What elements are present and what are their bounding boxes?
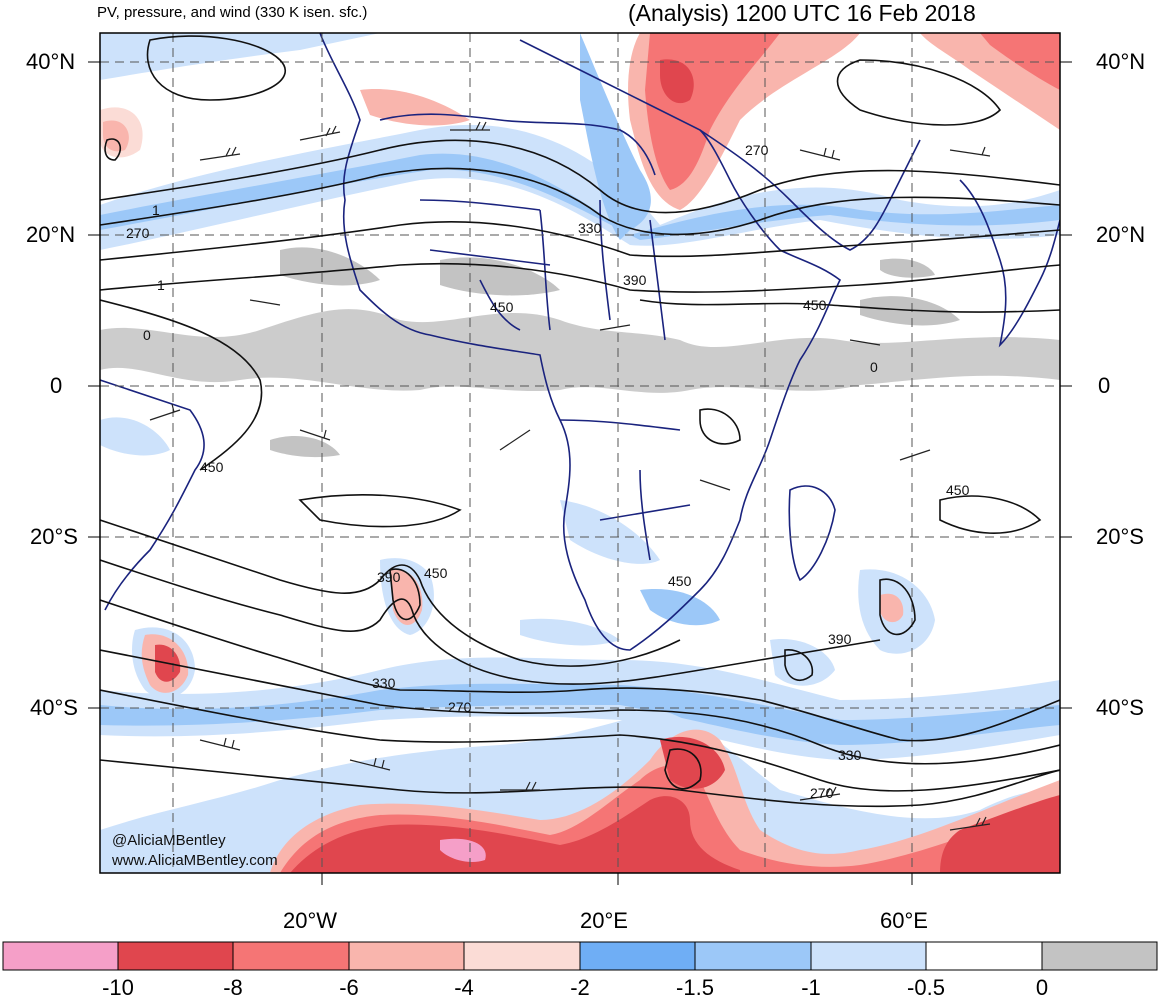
colorbar-label: -0.5 [907,975,945,1000]
contour-label: 1 [152,202,160,218]
lat-label-right: 0 [1098,373,1111,398]
contour-label: 0 [143,327,151,343]
colorbar-swatch [348,941,465,971]
colorbar-label: -1 [801,975,821,1000]
contour-label: 330 [838,747,862,763]
wind-barbs [149,121,991,831]
coastlines [100,33,1060,651]
contour-label: 390 [828,631,852,647]
lat-label-left: 20°N [26,222,76,247]
colorbar-swatch [117,941,234,971]
colorbar-swatch [463,941,581,971]
credit-handle: @AliciaMBentley [112,832,226,849]
grid-lines [100,33,1060,873]
contour-label-group: 270 330 390 450 270 1 1 0 450 450 450 39… [126,142,970,801]
colorbar-label: 0 [1035,975,1049,1000]
contour-label: 450 [946,482,970,498]
contour-label: 450 [490,299,514,315]
lon-label: 20°E [580,908,628,933]
contour-label: 0 [870,359,878,375]
lat-label-right: 40°N [1096,49,1146,74]
colorbar-label: -1.5 [676,975,714,1000]
contour-label: 270 [448,699,472,715]
contour-label: 1 [157,277,165,293]
contour-label: 270 [745,142,769,158]
lat-label-left: 0 [50,373,63,398]
colorbar-swatch [1041,941,1158,971]
pressure-contours [100,35,1060,808]
colorbar-swatch [694,941,812,971]
colorbar-swatch [810,941,927,971]
lon-label: 20°W [283,908,338,933]
colorbar-label: -10 [102,975,134,1000]
colorbar-swatch [232,941,350,971]
colorbar-label: -8 [223,975,243,1000]
contour-label: 330 [372,675,396,691]
contour-label: 390 [623,272,647,288]
contour-label: 330 [578,220,602,236]
lat-label-left: 40°S [30,695,78,720]
map-frame [99,32,1061,874]
figure-subtitle: PV, pressure, and wind (330 K isen. sfc.… [97,4,368,21]
contour-label: 450 [200,459,224,475]
lat-label-right: 40°S [1096,695,1144,720]
pv-shading [100,33,1060,873]
credit-url: www.AliciaMBentley.com [112,852,278,869]
contour-label: 450 [668,573,692,589]
lat-label-right: 20°S [1096,524,1144,549]
axis-ticks [88,61,1072,885]
colorbar [2,941,1158,971]
lat-label-left: 40°N [26,49,76,74]
lat-label-right: 20°N [1096,222,1146,247]
figure-title: (Analysis) 1200 UTC 16 Feb 2018 [628,0,976,26]
contour-label: 270 [126,225,150,241]
colorbar-label: -2 [570,975,590,1000]
contour-label: 390 [377,569,401,585]
colorbar-label: -4 [454,975,474,1000]
colorbar-swatch [2,941,119,971]
lon-label: 60°E [880,908,928,933]
colorbar-swatch [925,941,1043,971]
contour-label: 450 [424,565,448,581]
contour-label: 270 [810,785,834,801]
colorbar-label: -6 [339,975,359,1000]
lat-label-left: 20°S [30,524,78,549]
colorbar-swatch [579,941,696,971]
contour-label: 450 [803,297,827,313]
